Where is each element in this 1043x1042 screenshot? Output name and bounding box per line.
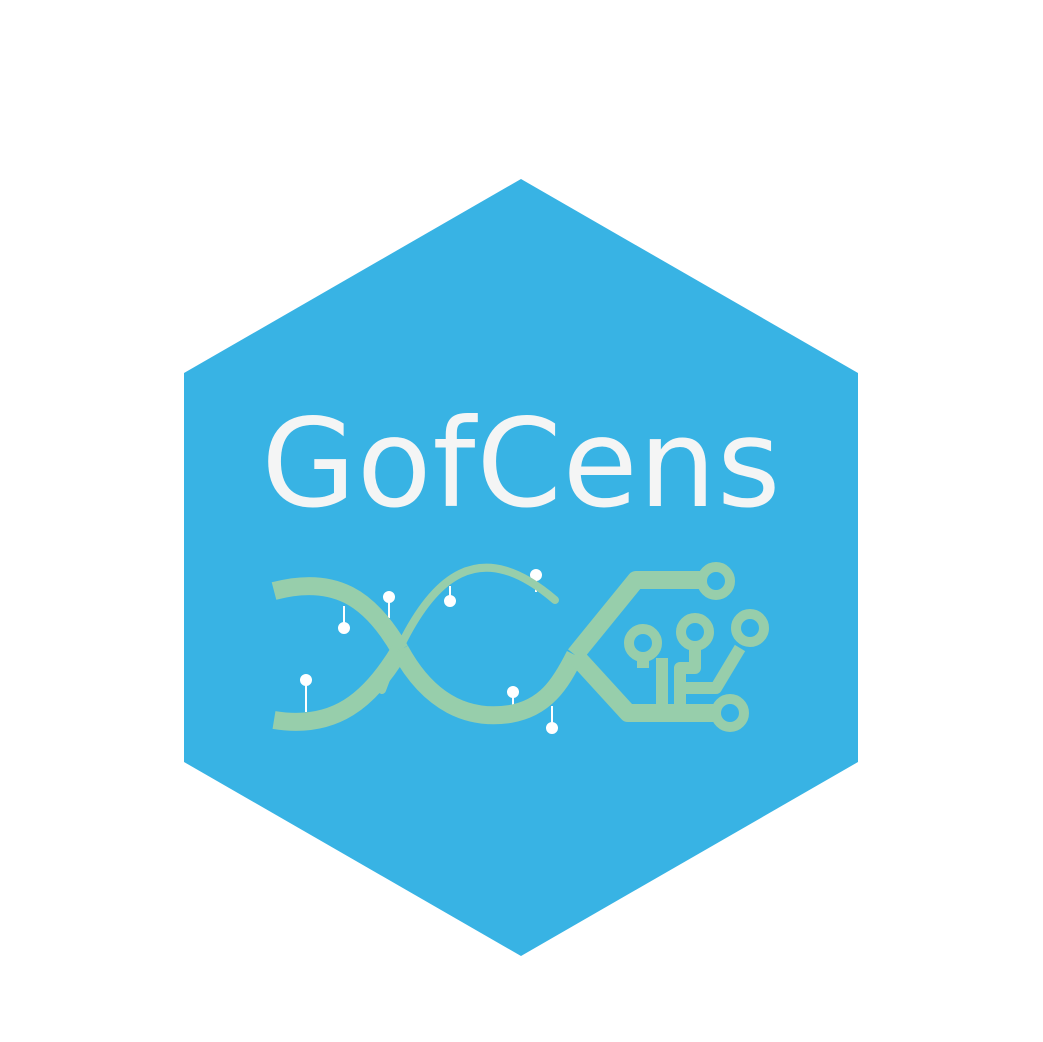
hexagon-badge xyxy=(184,179,858,956)
logo-title: GofCens xyxy=(261,393,782,535)
dna-circuit-icon xyxy=(271,562,769,734)
